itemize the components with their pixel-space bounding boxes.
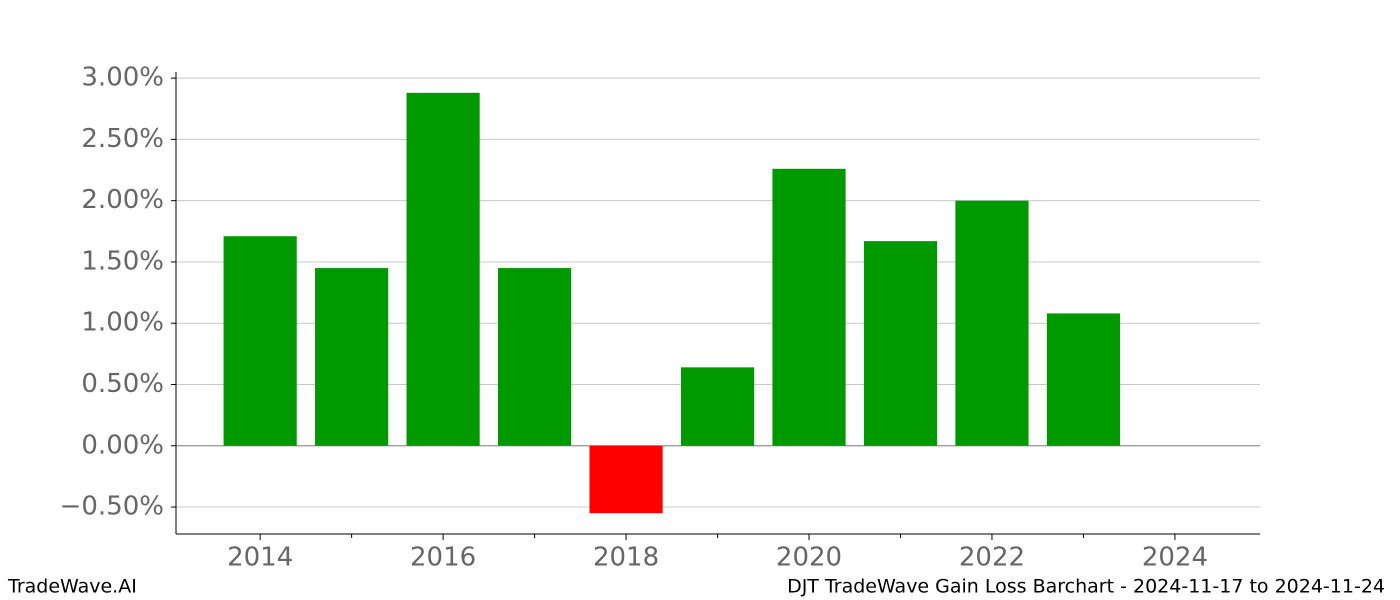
bar (863, 241, 938, 446)
y-tick-label: 1.00% (81, 308, 164, 338)
bar (680, 367, 755, 446)
y-tick-label: 0.00% (81, 430, 164, 460)
x-tick-label: 2018 (593, 543, 659, 573)
bar (955, 200, 1029, 446)
bar (315, 268, 389, 446)
x-tick-label: 2024 (1142, 543, 1208, 573)
y-tick-label: 2.50% (81, 124, 164, 154)
footer-right: DJT TradeWave Gain Loss Barchart - 2024-… (787, 576, 1385, 598)
y-tick-label: 2.00% (81, 185, 164, 215)
y-tick-label: −0.50% (60, 492, 164, 522)
x-tick-label: 2016 (410, 543, 476, 573)
x-tick-label: 2014 (227, 543, 293, 573)
footer-left: TradeWave.AI (7, 576, 137, 598)
y-tick-label: 3.00% (81, 63, 164, 93)
y-tick-label: 0.50% (81, 369, 164, 399)
bar (497, 268, 572, 446)
bar (589, 445, 663, 514)
bar (223, 236, 297, 446)
x-tick-label: 2022 (959, 543, 1025, 573)
bar (772, 168, 846, 446)
y-tick-label: 1.50% (81, 246, 164, 276)
x-tick-label: 2020 (776, 543, 842, 573)
bar (1046, 313, 1121, 446)
bar (406, 92, 480, 446)
